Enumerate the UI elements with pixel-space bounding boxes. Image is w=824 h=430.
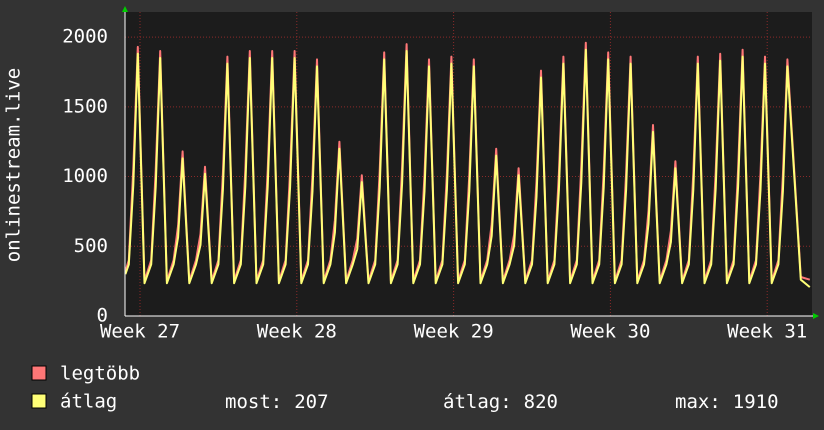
legend-label: legtöbb [60, 363, 140, 385]
y-tick-label: 2000 [62, 26, 108, 48]
lines [124, 41, 811, 288]
stat: átlag: 820 [443, 391, 558, 413]
stat-value: 207 [294, 391, 328, 413]
legend-swatch [31, 365, 47, 381]
legend-swatch [31, 393, 47, 409]
y-axis-arrow [122, 6, 128, 12]
stat-label: max: [675, 391, 721, 413]
x-axis-arrow [813, 313, 819, 319]
y-axis-label: onlinestream.live [3, 68, 25, 262]
stat-label: most: [225, 391, 282, 413]
y-tick-label: 1000 [62, 165, 108, 187]
series-line [124, 48, 811, 288]
x-tick-label: Week 29 [414, 321, 494, 343]
stat-value: 820 [524, 391, 558, 413]
stat-value: 1910 [733, 391, 779, 413]
x-tick-label: Week 30 [570, 321, 650, 343]
x-tick-label: Week 27 [100, 321, 180, 343]
stat: max: 1910 [675, 391, 779, 413]
stat: most: 207 [225, 391, 329, 413]
y-tick-label: 0 [97, 305, 108, 327]
legend-label: átlag [60, 391, 117, 413]
x-tick-label: Week 28 [257, 321, 337, 343]
y-tick-label: 1500 [62, 95, 108, 117]
y-tick-label: 500 [74, 235, 108, 257]
stat-label: átlag: [443, 391, 512, 413]
x-tick-label: Week 31 [727, 321, 807, 343]
